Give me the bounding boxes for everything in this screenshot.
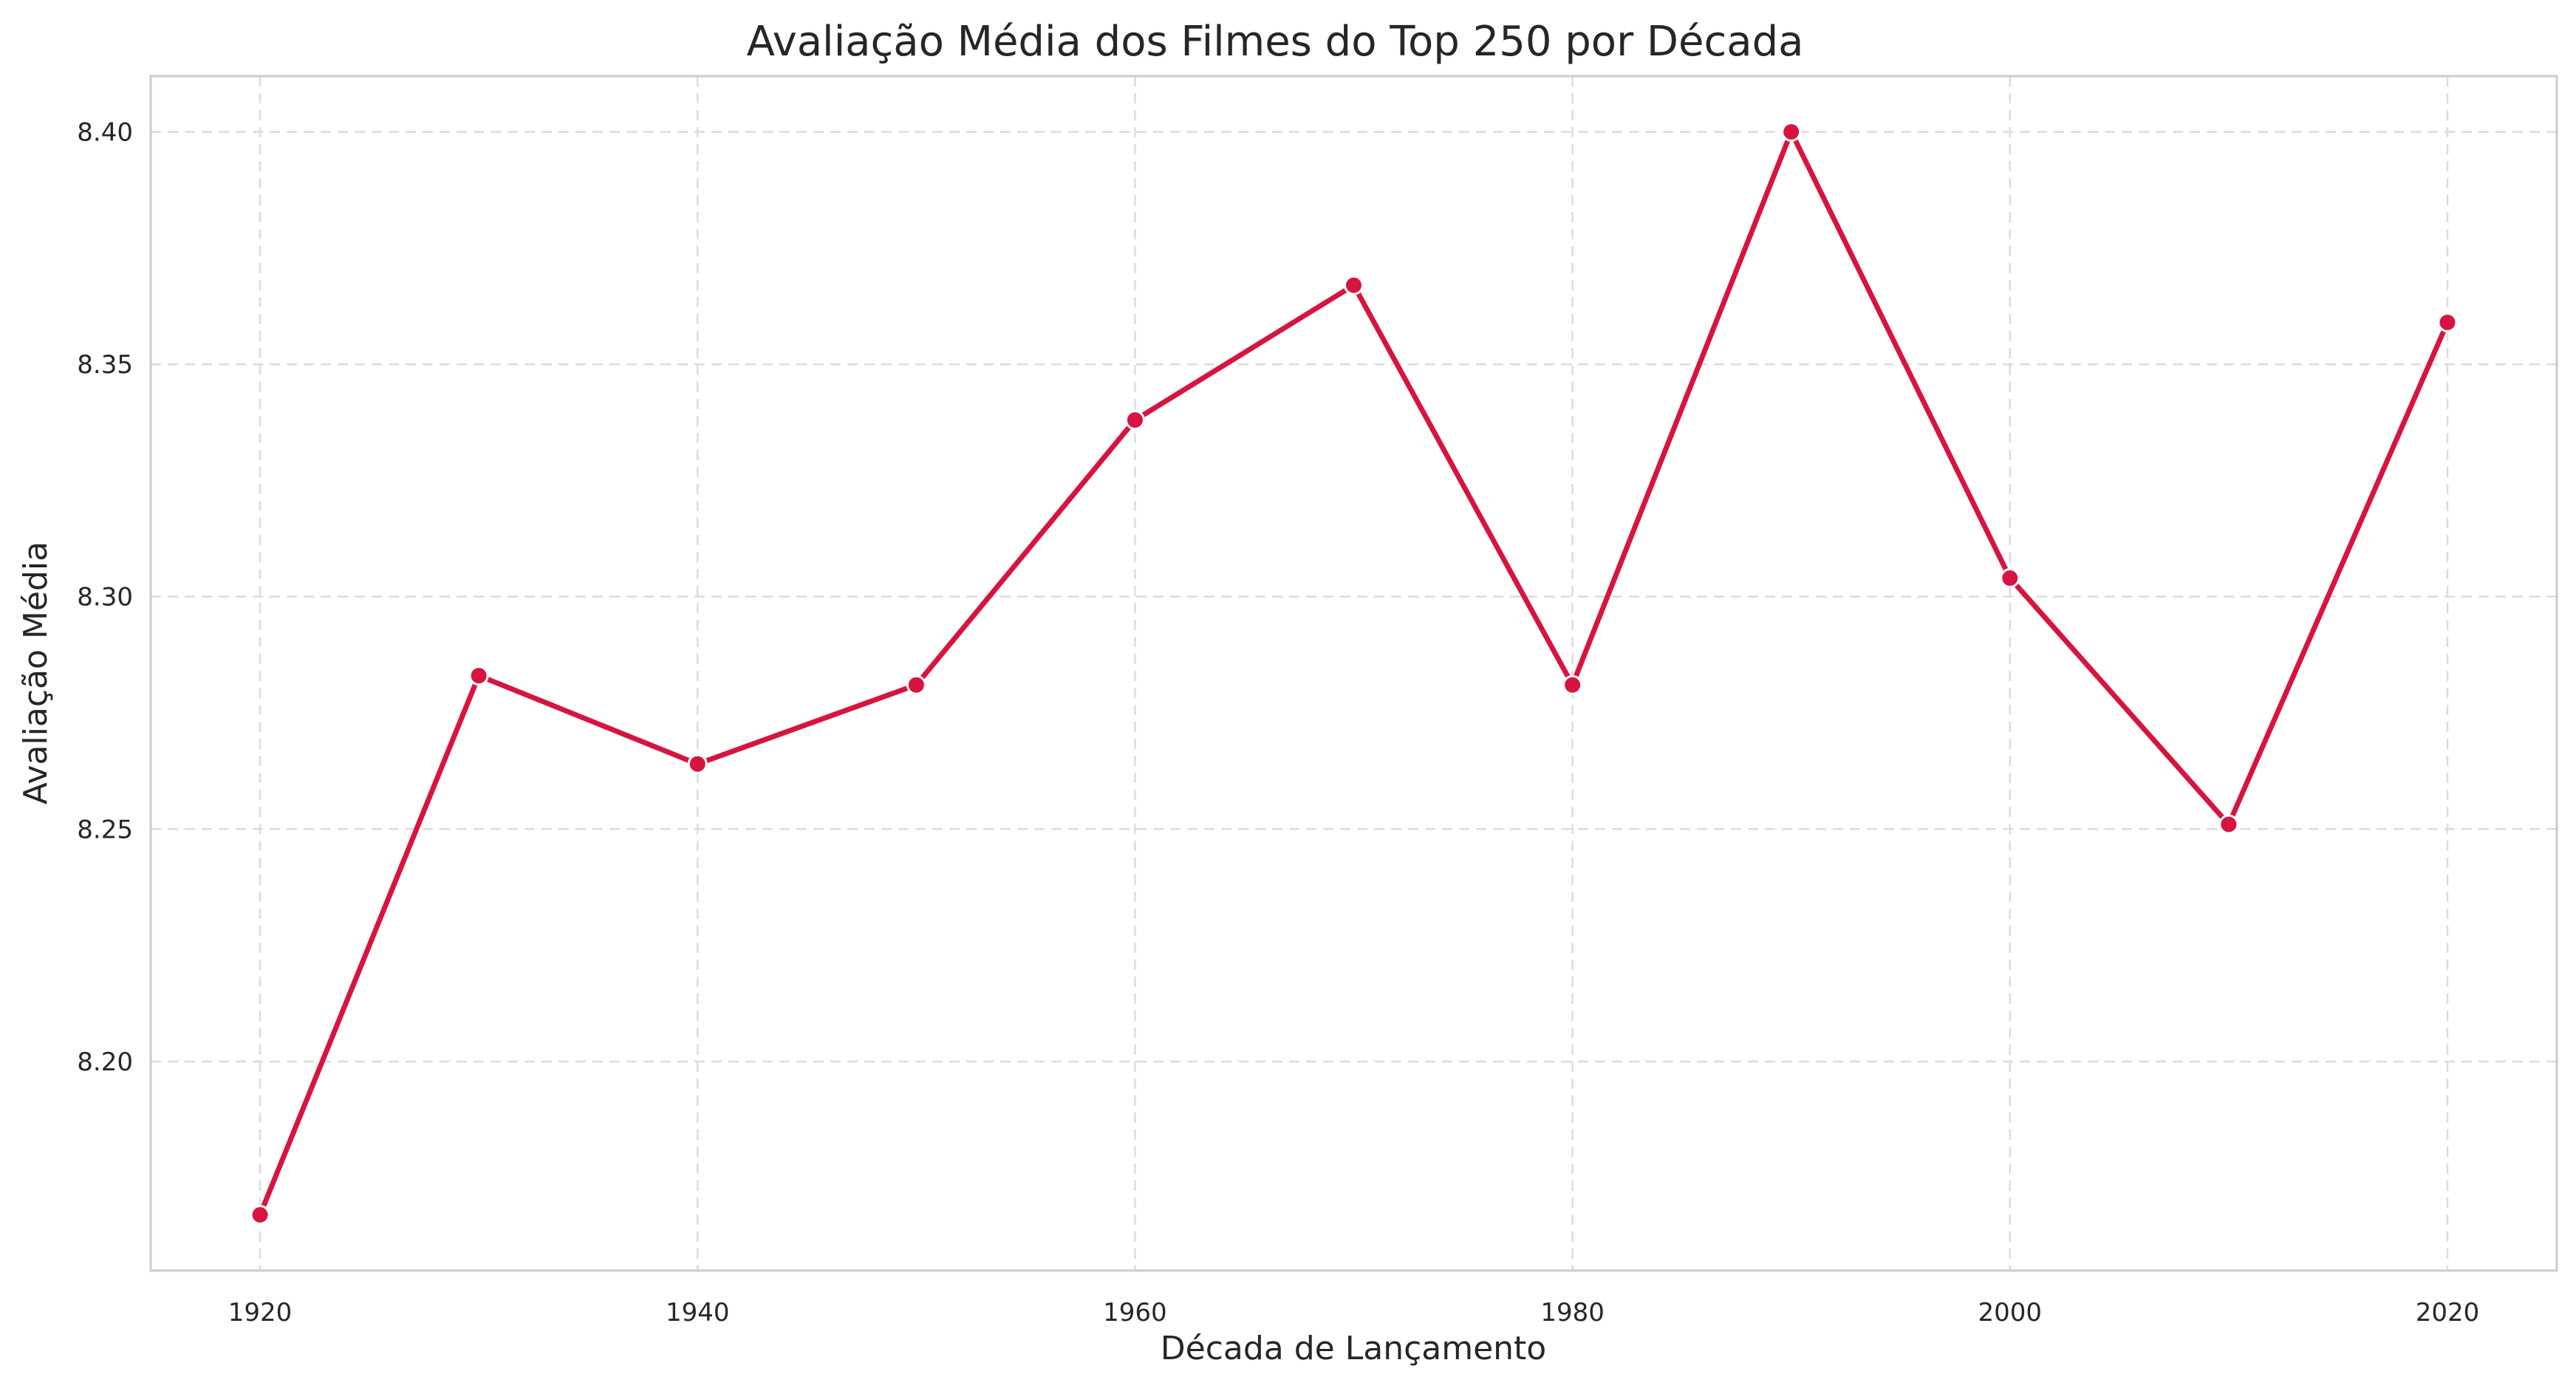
- x-tick-label: 1920: [228, 1298, 293, 1327]
- data-point: [2218, 814, 2239, 835]
- data-point: [2000, 568, 2020, 589]
- x-axis-label: Década de Lançamento: [1161, 1330, 1546, 1367]
- data-point: [1562, 674, 1583, 695]
- data-point: [250, 1204, 270, 1225]
- data-point: [687, 753, 708, 774]
- y-axis-label: Avaliação Média: [17, 541, 55, 804]
- x-tick-label: 1980: [1540, 1298, 1605, 1327]
- chart-title: Avaliação Média dos Filmes do Top 250 po…: [747, 18, 1804, 66]
- y-tick-label: 8.35: [77, 350, 133, 380]
- data-point: [906, 674, 926, 695]
- y-tick-label: 8.30: [77, 583, 133, 612]
- data-point: [468, 666, 489, 686]
- x-tick-label: 2000: [1978, 1298, 2043, 1327]
- data-point: [1781, 122, 1802, 143]
- grid: [151, 76, 2557, 1271]
- y-tick-label: 8.25: [77, 815, 133, 844]
- x-tick-label: 1940: [666, 1298, 730, 1327]
- plot-frame: [149, 75, 2558, 1272]
- data-point: [1124, 410, 1145, 431]
- y-axis-ticks: 8.20 8.25 8.30 8.35 8.40: [77, 118, 133, 1077]
- data-point: [1344, 275, 1364, 295]
- x-axis-ticks: 1920 1940 1960 1980 2000 2020: [228, 1298, 2479, 1327]
- y-tick-label: 8.40: [77, 118, 133, 148]
- series-layer: [250, 122, 2458, 1225]
- data-point: [2437, 312, 2458, 332]
- y-tick-label: 8.20: [77, 1047, 133, 1077]
- x-tick-label: 2020: [2416, 1298, 2480, 1327]
- x-tick-label: 1960: [1103, 1298, 1167, 1327]
